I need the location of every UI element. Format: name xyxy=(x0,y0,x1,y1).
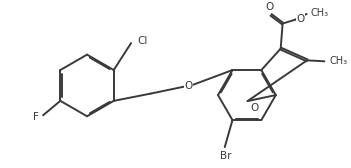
Text: O: O xyxy=(265,2,273,12)
Text: O: O xyxy=(250,103,259,113)
Text: O: O xyxy=(184,81,192,91)
Text: O: O xyxy=(296,14,304,24)
Text: Br: Br xyxy=(220,151,231,161)
Text: F: F xyxy=(33,112,39,122)
Text: CH₃: CH₃ xyxy=(329,56,347,66)
Text: Cl: Cl xyxy=(138,36,148,46)
Text: CH₃: CH₃ xyxy=(311,8,329,18)
